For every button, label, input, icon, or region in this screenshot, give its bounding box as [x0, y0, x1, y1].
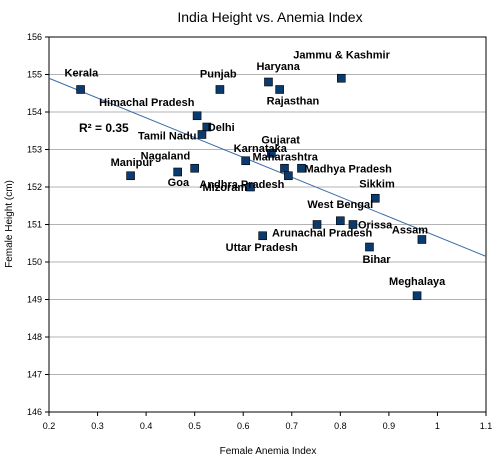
- data-point: [297, 163, 306, 173]
- data-point: [275, 85, 284, 94]
- data-point: [202, 122, 212, 132]
- r-squared-label: R² = 0.35: [79, 121, 129, 135]
- point-label: Assam: [392, 225, 428, 237]
- point-label: West Bengal: [307, 199, 373, 211]
- y-axis-label: Female Height (cm): [4, 180, 15, 268]
- point-label: Nagaland: [141, 150, 191, 162]
- x-axis-label: Female Anemia Index: [220, 446, 317, 457]
- trendline: [48, 77, 487, 257]
- point-label: Andhra Pradesh: [199, 179, 284, 191]
- data-point: [280, 163, 289, 173]
- data-point: [246, 182, 255, 192]
- point-label: Jammu & Kashmir: [293, 49, 390, 61]
- point-label: Haryana: [256, 61, 300, 73]
- data-point: [370, 193, 380, 203]
- y-tick-label: 152: [27, 182, 42, 192]
- y-tick-label: 153: [27, 145, 42, 155]
- point-label: Delhi: [208, 122, 235, 134]
- x-tick-label: 0.6: [237, 421, 250, 431]
- point-label: Karnataka: [234, 143, 288, 155]
- chart-title: India Height vs. Anemia Index: [177, 9, 362, 25]
- y-tick-label: 154: [27, 107, 42, 117]
- point-label: Tamil Nadu: [138, 131, 196, 143]
- y-tick-label: 149: [27, 295, 42, 305]
- x-tick-label: 0.2: [43, 421, 56, 431]
- x-tick-label: 0.5: [188, 421, 201, 431]
- x-tick-label: 0.4: [140, 421, 153, 431]
- data-point: [241, 156, 250, 166]
- x-tick-label: 0.9: [383, 421, 396, 431]
- x-tick-label: 0.3: [91, 421, 104, 431]
- point-label: Bihar: [362, 254, 391, 266]
- y-tick-label: 148: [27, 332, 42, 342]
- y-tick-label: 146: [27, 407, 42, 417]
- point-label: Goa: [168, 177, 190, 189]
- data-point: [126, 171, 135, 181]
- data-point: [190, 163, 199, 173]
- data-point: [348, 220, 358, 229]
- data-point: [336, 216, 345, 226]
- point-label: Rajasthan: [267, 96, 320, 108]
- point-label: Sikkim: [359, 178, 395, 190]
- y-tick-label: 156: [27, 32, 42, 42]
- point-label: Mizoram: [203, 182, 248, 194]
- y-axis-ticks: 146 147 148 149 150 151 152 153 154 155 156: [27, 32, 49, 417]
- data-point: [192, 111, 202, 121]
- point-labels: Kerala Punjab Haryana Rajasthan Jammu & Kash…: [65, 49, 447, 288]
- x-tick-label: 1.1: [480, 421, 493, 431]
- point-label: Meghalaya: [389, 276, 446, 288]
- y-tick-label: 155: [27, 70, 42, 80]
- point-label: Maharashtra: [252, 151, 318, 163]
- point-label: Manipur: [111, 157, 154, 169]
- data-point: [337, 73, 346, 83]
- data-point: [258, 231, 267, 241]
- data-point: [412, 291, 422, 301]
- point-label: Kerala: [65, 68, 100, 80]
- data-point: [215, 85, 225, 94]
- x-tick-label: 1: [435, 421, 440, 431]
- data-point: [264, 77, 273, 87]
- point-label: Madhya Pradesh: [304, 163, 392, 175]
- point-label: Punjab: [200, 69, 237, 81]
- data-point: [267, 148, 276, 158]
- data-point: [284, 171, 293, 181]
- point-label: Uttar Pradesh: [226, 242, 298, 254]
- point-label: Gujarat: [261, 134, 300, 146]
- data-point: [365, 242, 374, 252]
- data-point: [197, 130, 207, 139]
- point-label: Himachal Pradesh: [99, 97, 195, 109]
- data-point: [417, 235, 427, 244]
- x-axis-ticks: 0.2 0.3 0.4 0.5 0.6 0.7 0.8 0.9 1 1.1: [43, 412, 493, 431]
- y-tick-label: 147: [27, 370, 42, 380]
- x-tick-label: 0.7: [286, 421, 299, 431]
- data-point: [173, 167, 182, 177]
- data-point: [76, 85, 85, 94]
- data-point: [312, 220, 322, 229]
- point-label: Orissa: [358, 220, 393, 232]
- y-tick-label: 151: [27, 220, 42, 230]
- data-points: [76, 73, 427, 301]
- y-tick-label: 150: [27, 257, 42, 267]
- x-tick-label: 0.8: [334, 421, 347, 431]
- point-label: Arunachal Pradesh: [272, 228, 373, 240]
